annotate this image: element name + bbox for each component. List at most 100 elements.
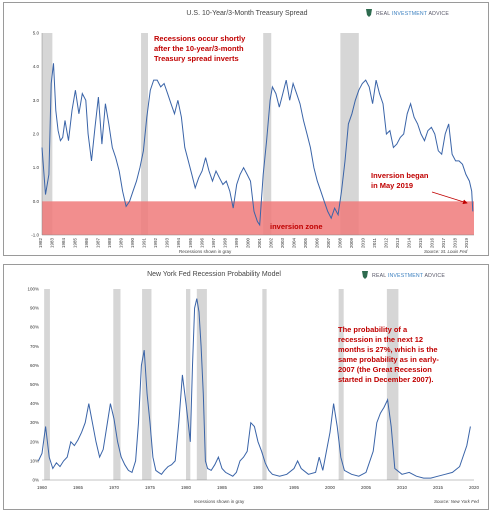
x-tick-label: 1984: [61, 238, 66, 249]
x-tick-label: 2011: [372, 238, 377, 248]
x-tick-label: 2004: [291, 238, 296, 249]
x-tick-label: 1993: [165, 238, 170, 249]
x-tick-label: 2005: [361, 485, 372, 490]
x-tick-label: 1999: [234, 238, 239, 249]
recession-band: [340, 33, 359, 235]
y-tick-label: 60%: [30, 363, 39, 368]
eagle-logo-icon: [362, 271, 368, 279]
y-tick-label: 80%: [30, 325, 39, 330]
x-tick-label: 1987: [96, 238, 101, 249]
x-tick-label: 2013: [395, 238, 400, 249]
recession-band: [113, 289, 121, 480]
annotation-line-5: 2007 (the Great Recession: [338, 365, 432, 374]
x-tick-label: 2020: [469, 485, 480, 490]
y-tick-label: 0.0: [33, 199, 40, 204]
probability-line: [37, 298, 471, 479]
annotation-line-3: months is 27%, which is the: [338, 345, 438, 354]
x-tick-label: 2002: [268, 238, 273, 249]
recession-probability-chart-panel: New York Fed Recession Probability Model…: [3, 264, 489, 510]
x-tick-label: 1989: [119, 238, 124, 249]
y-tick-label: 100%: [27, 287, 39, 292]
annotation-line-2: recession in the next 12: [338, 335, 423, 344]
recession-band: [262, 289, 267, 480]
recession-band: [338, 289, 344, 480]
x-tick-label: 2006: [314, 238, 319, 249]
x-tick-label: 2003: [280, 238, 285, 249]
x-tick-label: 1998: [222, 238, 227, 249]
y-tick-label: -1.0: [31, 233, 39, 238]
x-tick-label: 2016: [430, 238, 435, 249]
y-tick-label: 40%: [30, 401, 39, 406]
x-tick-label: 1997: [211, 238, 216, 249]
x-tick-label: 2000: [325, 485, 336, 490]
recessions-note-line-1: Recessions occur shortly: [154, 34, 246, 43]
x-tick-label: 1975: [145, 485, 156, 490]
recessions-note-line-2: after the 10-year/3-month: [154, 44, 244, 53]
x-tick-label: 2014: [407, 238, 412, 249]
x-tick-label: 2009: [349, 238, 354, 249]
x-tick-label: 2005: [303, 238, 308, 249]
x-tick-label: 1995: [188, 238, 193, 249]
treasury-spread-chart-panel: U.S. 10-Year/3-Month Treasury Spread REA…: [3, 2, 489, 256]
x-tick-label: 2010: [397, 485, 408, 490]
recession-band: [42, 33, 53, 235]
inversion-began-line-2: in May 2019: [371, 181, 413, 190]
brand-name: REAL INVESTMENT ADVICE: [372, 273, 445, 279]
chart-title: New York Fed Recession Probability Model: [147, 271, 281, 278]
y-tick-label: 10%: [30, 458, 39, 463]
inversion-arrow: [431, 191, 468, 205]
y-tick-label: 70%: [30, 344, 39, 349]
x-tick-label: 2008: [338, 238, 343, 249]
footer-recessions-note: Recessions shown in gray: [179, 249, 232, 254]
x-tick-label: 1988: [107, 238, 112, 249]
x-tick-label: 1983: [50, 238, 55, 249]
x-tick-label: 2019: [464, 238, 469, 249]
annotation-line-4: same probability as in early-: [338, 355, 439, 364]
x-tick-label: 1985: [73, 238, 78, 249]
y-tick-label: 30%: [30, 420, 39, 425]
x-tick-label: 1994: [176, 238, 181, 249]
inversion-zone-label: inversion zone: [270, 222, 323, 231]
x-tick-label: 1990: [253, 485, 264, 490]
annotation-line-1: The probability of a: [338, 325, 408, 334]
spread-line: [41, 63, 474, 227]
x-tick-label: 1965: [73, 485, 84, 490]
x-tick-label: 1970: [109, 485, 120, 490]
x-tick-label: 2010: [361, 238, 366, 249]
y-tick-label: 5.0: [33, 31, 40, 36]
recession-band: [186, 289, 191, 480]
footer-source: Source: New York Fed: [434, 499, 479, 504]
x-tick-label: 1960: [37, 485, 48, 490]
eagle-logo-icon: [366, 9, 372, 17]
x-tick-label: 1995: [289, 485, 300, 490]
recession-band: [386, 289, 399, 480]
x-tick-label: 1990: [130, 238, 135, 249]
brand-logo: REAL INVESTMENT ADVICE: [366, 9, 449, 17]
inversion-began-line-1: Inversion began: [371, 171, 429, 180]
chart-title: U.S. 10-Year/3-Month Treasury Spread: [186, 10, 307, 17]
annotation-line-6: started in December 2007).: [338, 375, 433, 384]
x-tick-label: 2017: [441, 238, 446, 249]
x-tick-label: 2007: [326, 238, 331, 249]
recession-probability-chart: New York Fed Recession Probability Model…: [27, 271, 480, 504]
footer-recessions-note: recessions shown in gray: [194, 499, 245, 504]
x-tick-label: 2000: [245, 238, 250, 249]
x-tick-label: 1996: [199, 238, 204, 249]
y-tick-label: 1.0: [33, 165, 40, 170]
x-tick-label: 1980: [181, 485, 192, 490]
recessions-note-line-3: Treasury spread inverts: [154, 54, 239, 63]
footer-source: Source: St. Louis Fed: [424, 249, 468, 254]
brand-name: REAL INVESTMENT ADVICE: [376, 11, 449, 17]
y-tick-label: 3.0: [33, 98, 40, 103]
inversion-zone-band: [42, 201, 474, 235]
x-tick-label: 1986: [84, 238, 89, 249]
x-tick-label: 1992: [153, 238, 158, 249]
recession-band: [44, 289, 50, 480]
y-tick-label: 0%: [32, 478, 39, 483]
y-tick-label: 50%: [30, 382, 39, 387]
x-tick-label: 2001: [257, 238, 262, 249]
x-tick-label: 1982: [38, 238, 43, 249]
y-tick-label: 2.0: [33, 132, 40, 137]
x-tick-label: 2015: [418, 238, 423, 249]
x-tick-label: 2015: [433, 485, 444, 490]
